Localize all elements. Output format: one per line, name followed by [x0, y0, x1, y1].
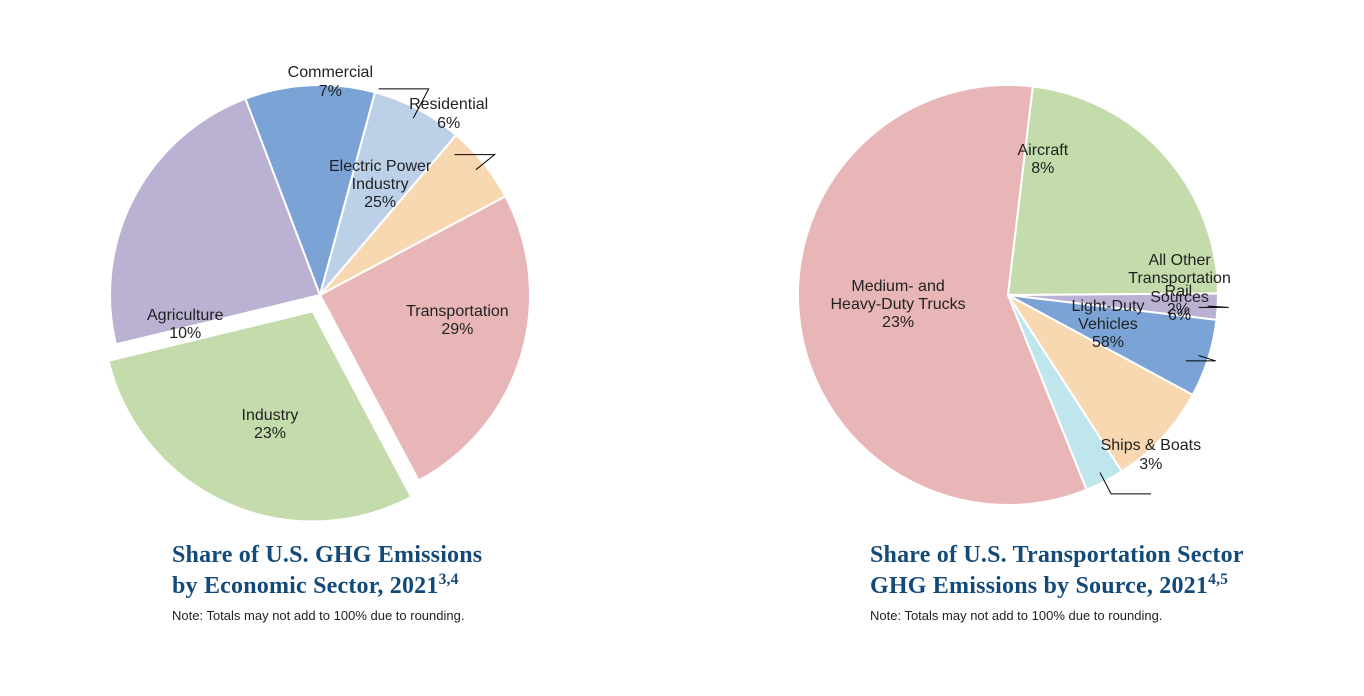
chart-canvas: Transportation 29%Industry 23%Agricultur…	[0, 0, 1364, 696]
transportation-source-pie-title: Share of U.S. Transportation SectorGHG E…	[870, 540, 1244, 601]
transportation-source-pie-label-med-heavy-trucks: Medium- and Heavy-Duty Trucks 23%	[831, 278, 966, 333]
transportation-source-pie-label-ships-boats: Ships & Boats 3%	[1101, 437, 1202, 474]
transportation-source-pie-label-other-transport: All Other Transportation Sources 6%	[1128, 252, 1231, 326]
transportation-source-pie-note: Note: Totals may not add to 100% due to …	[870, 608, 1162, 623]
transportation-source-pie-label-aircraft: Aircraft 8%	[1018, 142, 1069, 179]
